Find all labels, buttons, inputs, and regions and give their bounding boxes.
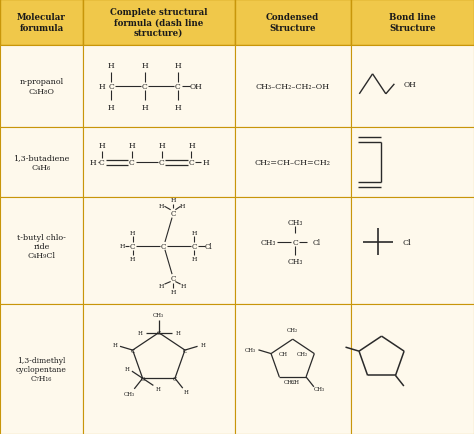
FancyBboxPatch shape	[0, 304, 83, 434]
Text: C: C	[130, 348, 135, 353]
Text: CH: CH	[278, 351, 287, 356]
Text: Cl: Cl	[403, 238, 411, 246]
Text: H: H	[175, 330, 180, 335]
Text: C: C	[191, 242, 197, 250]
Text: Complete structural
formula (dash line
structure): Complete structural formula (dash line s…	[110, 8, 208, 38]
Text: H: H	[141, 104, 148, 112]
Text: C: C	[292, 238, 298, 246]
Text: OH: OH	[190, 83, 202, 91]
Text: Condensed
Structure: Condensed Structure	[266, 13, 319, 33]
Text: CH₂=CH–CH=CH₂: CH₂=CH–CH=CH₂	[255, 159, 331, 167]
FancyBboxPatch shape	[0, 46, 83, 128]
Text: H: H	[155, 386, 160, 391]
FancyBboxPatch shape	[0, 197, 83, 304]
FancyBboxPatch shape	[235, 0, 351, 46]
Text: CH₃: CH₃	[245, 347, 256, 352]
Text: H: H	[130, 231, 136, 236]
Text: Bond line
Structure: Bond line Structure	[389, 13, 436, 33]
Text: C: C	[141, 376, 145, 381]
Text: H: H	[158, 283, 164, 288]
FancyBboxPatch shape	[235, 197, 351, 304]
Text: CH₃: CH₃	[153, 312, 164, 317]
Text: n-propanol
C₃H₈O: n-propanol C₃H₈O	[19, 78, 64, 95]
Text: CH₃: CH₃	[313, 387, 325, 391]
Text: CH₃: CH₃	[261, 238, 276, 246]
Text: C: C	[175, 83, 181, 91]
Text: H: H	[137, 330, 142, 335]
Text: H: H	[125, 366, 130, 371]
Text: Molecular
forumula: Molecular forumula	[17, 13, 66, 33]
Text: H: H	[99, 83, 105, 91]
Text: H: H	[174, 62, 181, 70]
FancyBboxPatch shape	[83, 304, 235, 434]
Text: H: H	[180, 204, 185, 208]
Text: C: C	[159, 159, 164, 167]
Text: OH: OH	[404, 81, 417, 89]
Text: C: C	[130, 242, 136, 250]
Text: CH₂: CH₂	[297, 351, 308, 356]
FancyBboxPatch shape	[235, 46, 351, 128]
Text: H: H	[89, 159, 96, 167]
Text: CH₃–CH₂–CH₂–OH: CH₃–CH₂–CH₂–OH	[255, 83, 330, 91]
Text: C: C	[173, 376, 177, 381]
Text: H: H	[158, 141, 165, 149]
Text: C: C	[189, 159, 194, 167]
Text: H: H	[191, 231, 197, 236]
Text: H: H	[202, 159, 209, 167]
Text: H: H	[158, 204, 164, 208]
Text: H: H	[170, 289, 176, 294]
Text: CH₃: CH₃	[124, 391, 136, 396]
Text: C: C	[183, 348, 187, 353]
Text: H: H	[183, 389, 189, 394]
FancyBboxPatch shape	[0, 0, 83, 46]
Text: 1,3-dimethyl
cyclopentane
C₇H₁₆: 1,3-dimethyl cyclopentane C₇H₁₆	[16, 356, 67, 382]
Text: C: C	[129, 159, 135, 167]
FancyBboxPatch shape	[235, 304, 351, 434]
FancyBboxPatch shape	[351, 46, 474, 128]
Text: H: H	[108, 104, 115, 112]
FancyBboxPatch shape	[83, 128, 235, 197]
Text: CH₃: CH₃	[287, 218, 303, 227]
Text: H: H	[188, 141, 195, 149]
FancyBboxPatch shape	[83, 46, 235, 128]
Text: H: H	[191, 257, 197, 262]
Text: H: H	[141, 62, 148, 70]
Text: H: H	[130, 257, 136, 262]
Text: C: C	[161, 242, 166, 250]
Text: Cl: Cl	[313, 238, 321, 246]
Text: Cl: Cl	[205, 242, 212, 250]
Text: C: C	[142, 83, 147, 91]
FancyBboxPatch shape	[83, 197, 235, 304]
Text: CH: CH	[291, 379, 300, 384]
Text: C: C	[99, 159, 105, 167]
Text: C: C	[109, 83, 114, 91]
FancyBboxPatch shape	[351, 0, 474, 46]
FancyBboxPatch shape	[351, 197, 474, 304]
FancyBboxPatch shape	[235, 128, 351, 197]
Text: H: H	[112, 343, 117, 348]
FancyBboxPatch shape	[351, 128, 474, 197]
Text: H: H	[170, 197, 176, 202]
Text: H: H	[99, 141, 105, 149]
Text: t-butyl chlo-
ride
C₄H₉Cl: t-butyl chlo- ride C₄H₉Cl	[17, 233, 66, 260]
Text: CH₂: CH₂	[284, 379, 295, 384]
Text: C: C	[157, 330, 161, 335]
Text: C: C	[170, 275, 176, 283]
Text: H: H	[128, 141, 135, 149]
FancyBboxPatch shape	[351, 304, 474, 434]
Text: 1,3-butadiene
C₄H₆: 1,3-butadiene C₄H₆	[13, 154, 70, 171]
Text: H: H	[201, 343, 205, 348]
FancyBboxPatch shape	[83, 0, 235, 46]
Text: H: H	[174, 104, 181, 112]
Text: H: H	[181, 283, 186, 288]
Text: CH₃: CH₃	[287, 257, 303, 266]
Text: H: H	[119, 244, 125, 249]
Text: H: H	[108, 62, 115, 70]
Text: CH₂: CH₂	[287, 327, 298, 332]
FancyBboxPatch shape	[0, 128, 83, 197]
Text: C: C	[170, 210, 176, 218]
